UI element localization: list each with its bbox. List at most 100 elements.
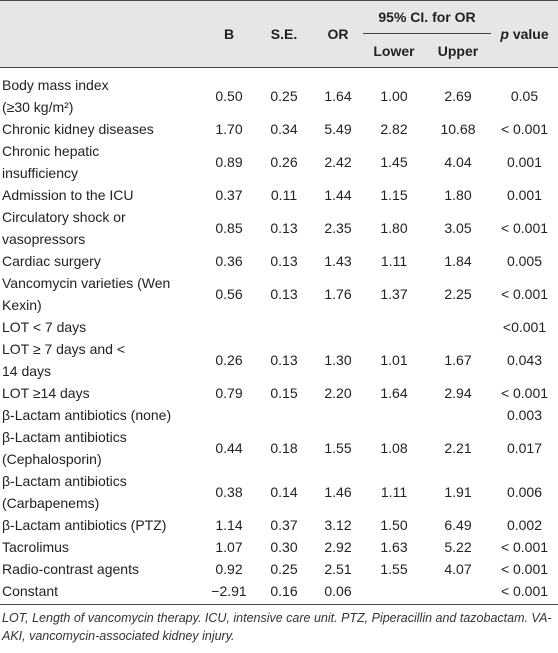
value-cell: 1.43 xyxy=(324,253,352,269)
value-cell: 3.05 xyxy=(444,220,472,236)
value-cell: 1.76 xyxy=(324,286,352,302)
empty-cell xyxy=(313,404,363,426)
row-label: LOT ≥ 7 days and < 14 days xyxy=(0,338,203,382)
table-row: β-Lactam antibiotics (none) 0.003 xyxy=(0,404,558,426)
row-label: β-Lactam antibiotics (Cephalosporin) xyxy=(0,426,203,470)
value-cell: < 0.001 xyxy=(500,286,549,302)
value-cell: 0.18 xyxy=(270,440,298,456)
value-cell: 0.13 xyxy=(270,253,298,269)
row-label: Constant xyxy=(0,580,203,605)
value-cell: 5.22 xyxy=(444,539,472,555)
label-line: Chronic hepatic xyxy=(2,143,100,159)
value-cell: 1.80 xyxy=(380,220,408,236)
row-label: Tacrolimus xyxy=(0,536,203,558)
label-line: (Cephalosporin) xyxy=(2,451,102,467)
label-line: β-Lactam antibiotics (PTZ) xyxy=(2,517,167,533)
empty-cell xyxy=(363,580,425,605)
value-cell: < 0.001 xyxy=(500,220,549,236)
empty-cell xyxy=(425,580,491,605)
value-cell: 1.84 xyxy=(444,253,472,269)
value-cell: 0.37 xyxy=(215,187,243,203)
table-row: LOT < 7 days <0.001 xyxy=(0,316,558,338)
table-row: Chronic hepatic insufficiency 0.89 0.26 2.42… xyxy=(0,140,558,184)
value-cell: 1.30 xyxy=(324,352,352,368)
value-cell: 2.21 xyxy=(444,440,472,456)
table-row: LOT ≥ 7 days and < 14 days 0.26 0.13 1.30 1.0… xyxy=(0,338,558,382)
row-label: Cardiac surgery xyxy=(0,250,203,272)
label-line: LOT < 7 days xyxy=(2,319,87,335)
value-cell: 0.13 xyxy=(270,220,298,236)
value-cell: 2.51 xyxy=(324,561,352,577)
row-label: LOT ≥14 days xyxy=(0,382,203,404)
value-cell: 0.13 xyxy=(270,352,298,368)
table-row: β-Lactam antibiotics (PTZ) 1.14 0.37 3.12 1.… xyxy=(0,514,558,536)
table-row: LOT ≥14 days 0.79 0.15 2.20 1.64 2.94 < 0.001 xyxy=(0,382,558,404)
value-cell: 0.26 xyxy=(215,352,243,368)
table-row: Constant −2.91 0.16 0.06 < 0.001 xyxy=(0,580,558,605)
value-cell: <0.001 xyxy=(502,319,547,335)
label-line: Radio-contrast agents xyxy=(2,561,139,577)
value-cell: 0.001 xyxy=(506,187,543,203)
value-cell: 1.08 xyxy=(380,440,408,456)
value-cell: 0.06 xyxy=(324,583,352,599)
footnote: LOT, Length of vancomycin therapy. ICU, … xyxy=(2,611,552,643)
value-cell: 2.25 xyxy=(444,286,472,302)
label-line: Cardiac surgery xyxy=(2,253,101,269)
value-cell: 0.003 xyxy=(506,407,543,423)
row-label: Circulatory shock or vasopressors xyxy=(0,206,203,250)
table-row: β-Lactam antibiotics (Carbapenems) 0.38 0.1… xyxy=(0,470,558,514)
value-cell: 2.42 xyxy=(324,154,352,170)
value-cell: 0.37 xyxy=(270,517,298,533)
value-cell: 2.35 xyxy=(324,220,352,236)
table-row: Body mass index (≥30 kg/m²) 0.50 0.25 1.64 1.… xyxy=(0,68,558,119)
table-row: Chronic kidney diseases 1.70 0.34 5.49 2.82 1… xyxy=(0,118,558,140)
row-label: β-Lactam antibiotics (none) xyxy=(0,404,203,426)
value-cell: 0.89 xyxy=(215,154,243,170)
value-cell: 1.45 xyxy=(380,154,408,170)
table-body: Body mass index (≥30 kg/m²) 0.50 0.25 1.64 1.… xyxy=(0,68,558,605)
value-cell: < 0.001 xyxy=(500,583,549,599)
value-cell: 0.05 xyxy=(510,88,539,104)
value-cell: 2.94 xyxy=(444,385,472,401)
label-line: Kexin) xyxy=(2,297,42,313)
table-header: B S.E. OR 95% CI. for OR p value Lower U… xyxy=(0,0,558,68)
label-line: β-Lactam antibiotics xyxy=(2,473,127,489)
value-cell: 0.30 xyxy=(270,539,298,555)
value-cell: < 0.001 xyxy=(500,121,549,137)
value-cell: 6.49 xyxy=(444,517,472,533)
header-cell: Lower xyxy=(373,42,415,59)
value-cell: −2.91 xyxy=(211,583,247,599)
label-line: Admission to the ICU xyxy=(2,187,134,203)
value-cell: 0.002 xyxy=(506,517,543,533)
value-cell: 0.92 xyxy=(215,561,243,577)
row-label: β-Lactam antibiotics (Carbapenems) xyxy=(0,470,203,514)
row-label: Chronic hepatic insufficiency xyxy=(0,140,203,184)
value-cell: 0.043 xyxy=(506,352,543,368)
table-row: Tacrolimus 1.07 0.30 2.92 1.63 5.22 < 0.001 xyxy=(0,536,558,558)
row-label: Body mass index (≥30 kg/m²) xyxy=(0,68,203,119)
value-cell: 0.005 xyxy=(506,253,543,269)
value-cell: 0.34 xyxy=(270,121,298,137)
label-line: LOT ≥14 days xyxy=(2,385,90,401)
value-cell: 0.26 xyxy=(270,154,298,170)
value-cell: 1.14 xyxy=(215,517,243,533)
value-cell: 1.07 xyxy=(215,539,243,555)
value-cell: 1.37 xyxy=(380,286,408,302)
value-cell: 3.12 xyxy=(324,517,352,533)
value-cell: 2.82 xyxy=(380,121,408,137)
empty-cell xyxy=(363,316,425,338)
empty-cell xyxy=(203,404,255,426)
empty-cell xyxy=(255,404,313,426)
value-cell: 1.67 xyxy=(444,352,472,368)
table-row: β-Lactam antibiotics (Cephalosporin) 0.44 0… xyxy=(0,426,558,470)
value-cell: 1.55 xyxy=(324,440,352,456)
value-cell: 0.25 xyxy=(270,561,298,577)
label-line: (≥30 kg/m²) xyxy=(2,99,74,115)
p-word: value xyxy=(512,26,549,42)
header-blank xyxy=(0,1,203,68)
value-cell: 1.01 xyxy=(380,352,408,368)
value-cell: 0.44 xyxy=(215,440,243,456)
table-row: Cardiac surgery 0.36 0.13 1.43 1.11 1.84 0.005 xyxy=(0,250,558,272)
label-line: β-Lactam antibiotics (none) xyxy=(2,407,172,423)
